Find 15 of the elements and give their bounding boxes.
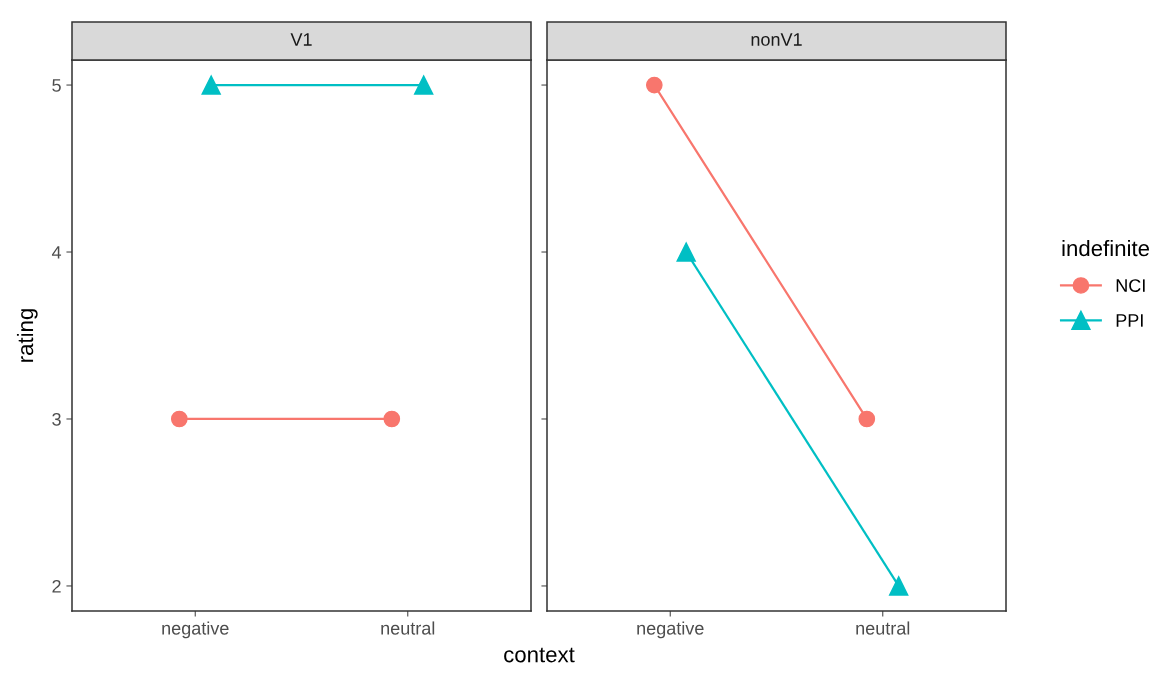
legend-title: indefinite: [1062, 239, 1150, 257]
x-tick-label: neutral: [856, 621, 910, 635]
y-tick-label: 5: [52, 79, 61, 92]
legend-label: PPI: [1116, 314, 1143, 327]
chart-title: nonV1: [751, 33, 802, 46]
y-tick-label: 2: [52, 579, 61, 593]
y-axis-title: rating: [16, 309, 38, 362]
legend-label: NCI: [1116, 279, 1145, 292]
chart-title: V1: [290, 33, 312, 46]
y-tick-label: 3: [52, 412, 61, 426]
y-tick-label: 4: [51, 246, 62, 259]
x-tick-label: negative: [637, 621, 704, 639]
x-axis-title: context: [504, 647, 575, 663]
x-tick-label: negative: [162, 621, 229, 639]
x-tick-label: neutral: [381, 621, 435, 635]
